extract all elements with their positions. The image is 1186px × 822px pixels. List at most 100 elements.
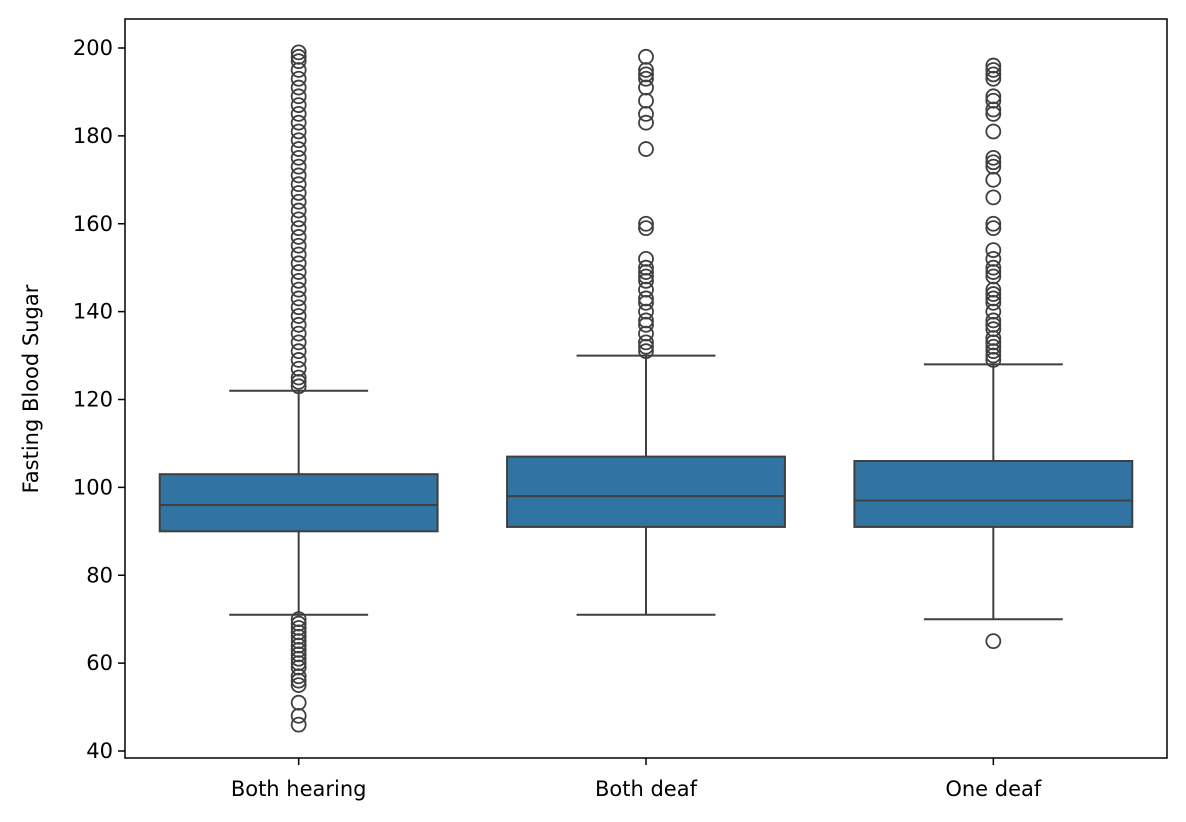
outlier-point (290, 611, 307, 628)
outlier-point (985, 312, 1002, 329)
x-tick-label: Both deaf (595, 777, 698, 801)
y-tick-label: 100 (73, 475, 113, 499)
outlier-point (290, 369, 307, 386)
outlier-point (290, 97, 307, 114)
outlier-point (290, 88, 307, 105)
outlier-point (638, 334, 654, 351)
iqr-box (853, 460, 1134, 528)
outlier-point (638, 70, 654, 87)
outlier-point (290, 149, 307, 166)
outlier-point (985, 220, 1002, 237)
outlier-point (290, 141, 307, 157)
outlier-point (290, 352, 307, 368)
outlier-point (290, 237, 307, 254)
outlier-point (290, 264, 307, 280)
iqr-box (506, 455, 786, 528)
outlier-point (985, 88, 1002, 105)
outlier-point (985, 171, 1002, 188)
y-tick-label: 60 (86, 651, 113, 675)
outlier-point (290, 211, 307, 228)
outlier-point (985, 154, 1002, 171)
outlier-point (290, 229, 307, 245)
outlier-point (985, 321, 1002, 338)
outlier-point (985, 123, 1002, 140)
outlier-point (290, 290, 307, 307)
outlier-point (290, 378, 307, 395)
outlier-point (290, 220, 307, 237)
y-tick-label: 140 (73, 300, 113, 324)
outlier-point (985, 149, 1002, 166)
outlier-point (290, 53, 307, 70)
outlier-point (985, 215, 1002, 232)
outlier-point (638, 92, 654, 109)
outlier-point (985, 62, 1002, 78)
outlier-point (290, 44, 307, 61)
outlier-point (985, 189, 1002, 206)
box-group-2 (853, 57, 1134, 650)
outlier-point (290, 132, 307, 149)
outlier-point (290, 185, 307, 201)
outlier-point (290, 615, 307, 632)
outlier-point (290, 70, 307, 87)
y-tick-label: 160 (73, 212, 113, 236)
outlier-point (290, 620, 307, 636)
outlier-point (638, 268, 654, 285)
outlier-point (638, 106, 654, 122)
box-group-1 (506, 48, 786, 616)
outlier-point (290, 48, 307, 65)
outlier-point (638, 259, 654, 276)
outlier-point (985, 268, 1002, 285)
outlier-point (290, 334, 307, 351)
outlier-point (985, 158, 1002, 175)
outlier-point (638, 141, 654, 157)
outlier-point (638, 290, 654, 307)
outlier-point (985, 250, 1002, 267)
outlier-point (290, 176, 307, 193)
outlier-point (985, 242, 1002, 259)
x-tick-label: Both hearing (231, 777, 367, 801)
outlier-point (985, 259, 1002, 276)
box-group-0 (158, 44, 439, 733)
outlier-point (638, 250, 654, 267)
outlier-point (290, 246, 307, 263)
outlier-point (290, 343, 307, 360)
y-tick-label: 180 (73, 124, 113, 148)
outlier-point (985, 338, 1002, 355)
outlier-point (985, 57, 1002, 74)
outlier-point (638, 48, 654, 65)
outlier-point (638, 215, 654, 232)
outlier-point (290, 325, 307, 342)
outlier-point (290, 677, 307, 693)
x-tick-label: One deaf (945, 777, 1042, 801)
y-tick-label: 120 (73, 388, 113, 412)
outlier-point (290, 281, 307, 298)
outlier-point (290, 272, 307, 289)
outlier-point (290, 716, 307, 733)
outlier-point (290, 255, 307, 272)
y-tick-label: 80 (86, 563, 113, 587)
outlier-point (638, 114, 654, 131)
outlier-point (985, 290, 1002, 307)
outlier-point (290, 707, 307, 724)
outlier-point (290, 114, 307, 131)
outlier-point (290, 299, 307, 316)
outlier-point (290, 316, 307, 333)
y-axis-label: Fasting Blood Sugar (19, 284, 43, 493)
outlier-point (290, 193, 307, 210)
outlier-point (290, 123, 307, 140)
outlier-point (290, 167, 307, 184)
y-tick-label: 200 (73, 36, 113, 60)
outlier-point (290, 106, 307, 122)
outlier-point (290, 360, 307, 377)
outlier-point (290, 694, 307, 711)
outlier-point (985, 286, 1002, 302)
outlier-point (290, 202, 307, 219)
outlier-point (638, 343, 654, 360)
outlier-point (638, 66, 654, 83)
outlier-point (985, 633, 1002, 650)
outlier-point (290, 79, 307, 96)
outlier-point (290, 158, 307, 175)
y-tick-label: 40 (86, 739, 113, 763)
